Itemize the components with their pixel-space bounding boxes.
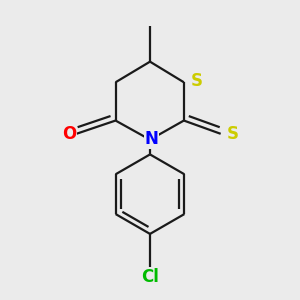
Text: S: S [226,125,238,143]
Text: Cl: Cl [141,268,159,286]
Text: S: S [191,72,203,90]
Text: O: O [62,125,76,143]
Text: N: N [145,130,158,148]
